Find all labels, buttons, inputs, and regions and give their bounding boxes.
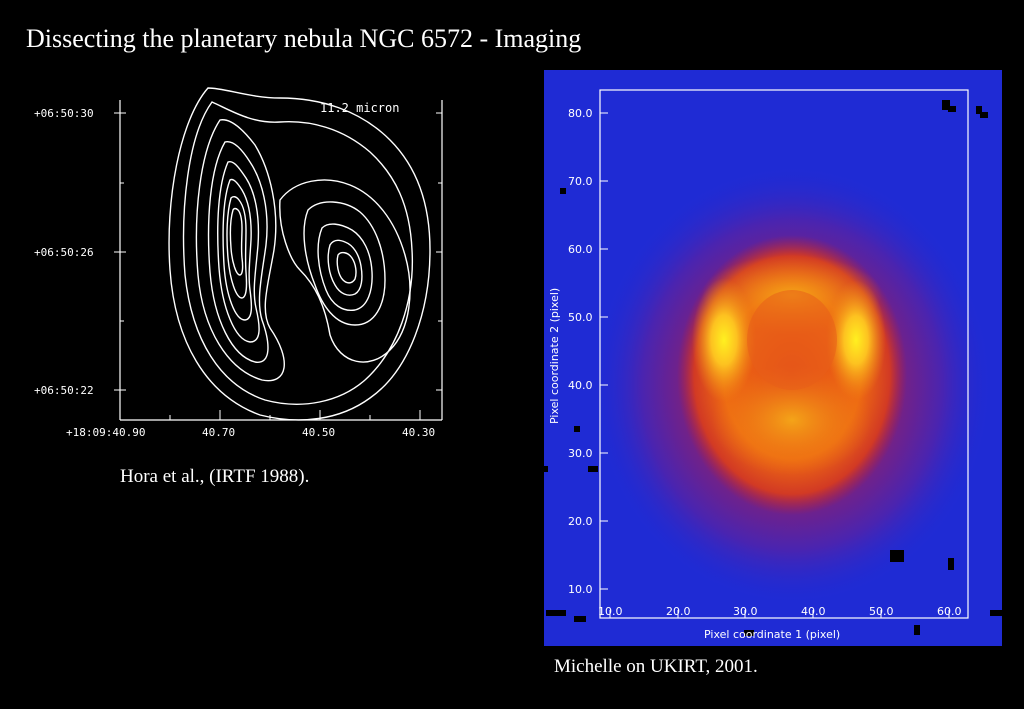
image-plot: 80.0 70.0 60.0 50.0 40.0 30.0 20.0 10.0 … — [544, 70, 1002, 646]
image-x-tick: 10.0 — [598, 605, 623, 618]
contour-x-tick: 40.50 — [302, 426, 335, 439]
contour-x-tick: 40.30 — [402, 426, 435, 439]
contour-lines — [168, 87, 431, 421]
image-x-tick: 20.0 — [666, 605, 691, 618]
bad-pixels — [544, 100, 1002, 636]
contour-y-tick: +06:50:22 — [34, 384, 94, 397]
image-y-tick: 40.0 — [568, 379, 593, 392]
nebula-ring-bottom — [712, 365, 872, 475]
image-y-tick: 60.0 — [568, 243, 593, 256]
image-y-tick: 70.0 — [568, 175, 593, 188]
image-y-tick: 10.0 — [568, 583, 593, 596]
image-x-tick: 40.0 — [801, 605, 826, 618]
image-y-tick: 80.0 — [568, 107, 593, 120]
contour-x-tick: 40.70 — [202, 426, 235, 439]
slide-title: Dissecting the planetary nebula NGC 6572… — [26, 24, 582, 53]
image-y-label: Pixel coordinate 2 (pixel) — [548, 288, 561, 424]
right-caption: Michelle on UKIRT, 2001. — [554, 656, 758, 677]
contour-plot: +06:50:30 +06:50:26 +06:50:22 +18:09:40.… — [34, 87, 443, 439]
contour-y-tick: +06:50:26 — [34, 246, 94, 259]
image-y-tick: 20.0 — [568, 515, 593, 528]
contour-x-tick: +18:09:40.90 — [66, 426, 145, 439]
image-plot-frame — [599, 89, 969, 619]
contour-y-tick: +06:50:30 — [34, 107, 94, 120]
image-x-tick: 60.0 — [937, 605, 962, 618]
image-x-tick: 50.0 — [869, 605, 894, 618]
image-x-label: Pixel coordinate 1 (pixel) — [704, 628, 840, 641]
nebula-center — [747, 290, 837, 390]
image-x-tick: 30.0 — [733, 605, 758, 618]
image-y-tick: 30.0 — [568, 447, 593, 460]
nebula-lobe-left — [692, 278, 756, 402]
image-y-tick: 50.0 — [568, 311, 593, 324]
band-label: 11.2 micron — [320, 101, 399, 115]
nebula-lobe-right — [826, 280, 886, 400]
left-caption: Hora et al., (IRTF 1988). — [120, 466, 310, 487]
